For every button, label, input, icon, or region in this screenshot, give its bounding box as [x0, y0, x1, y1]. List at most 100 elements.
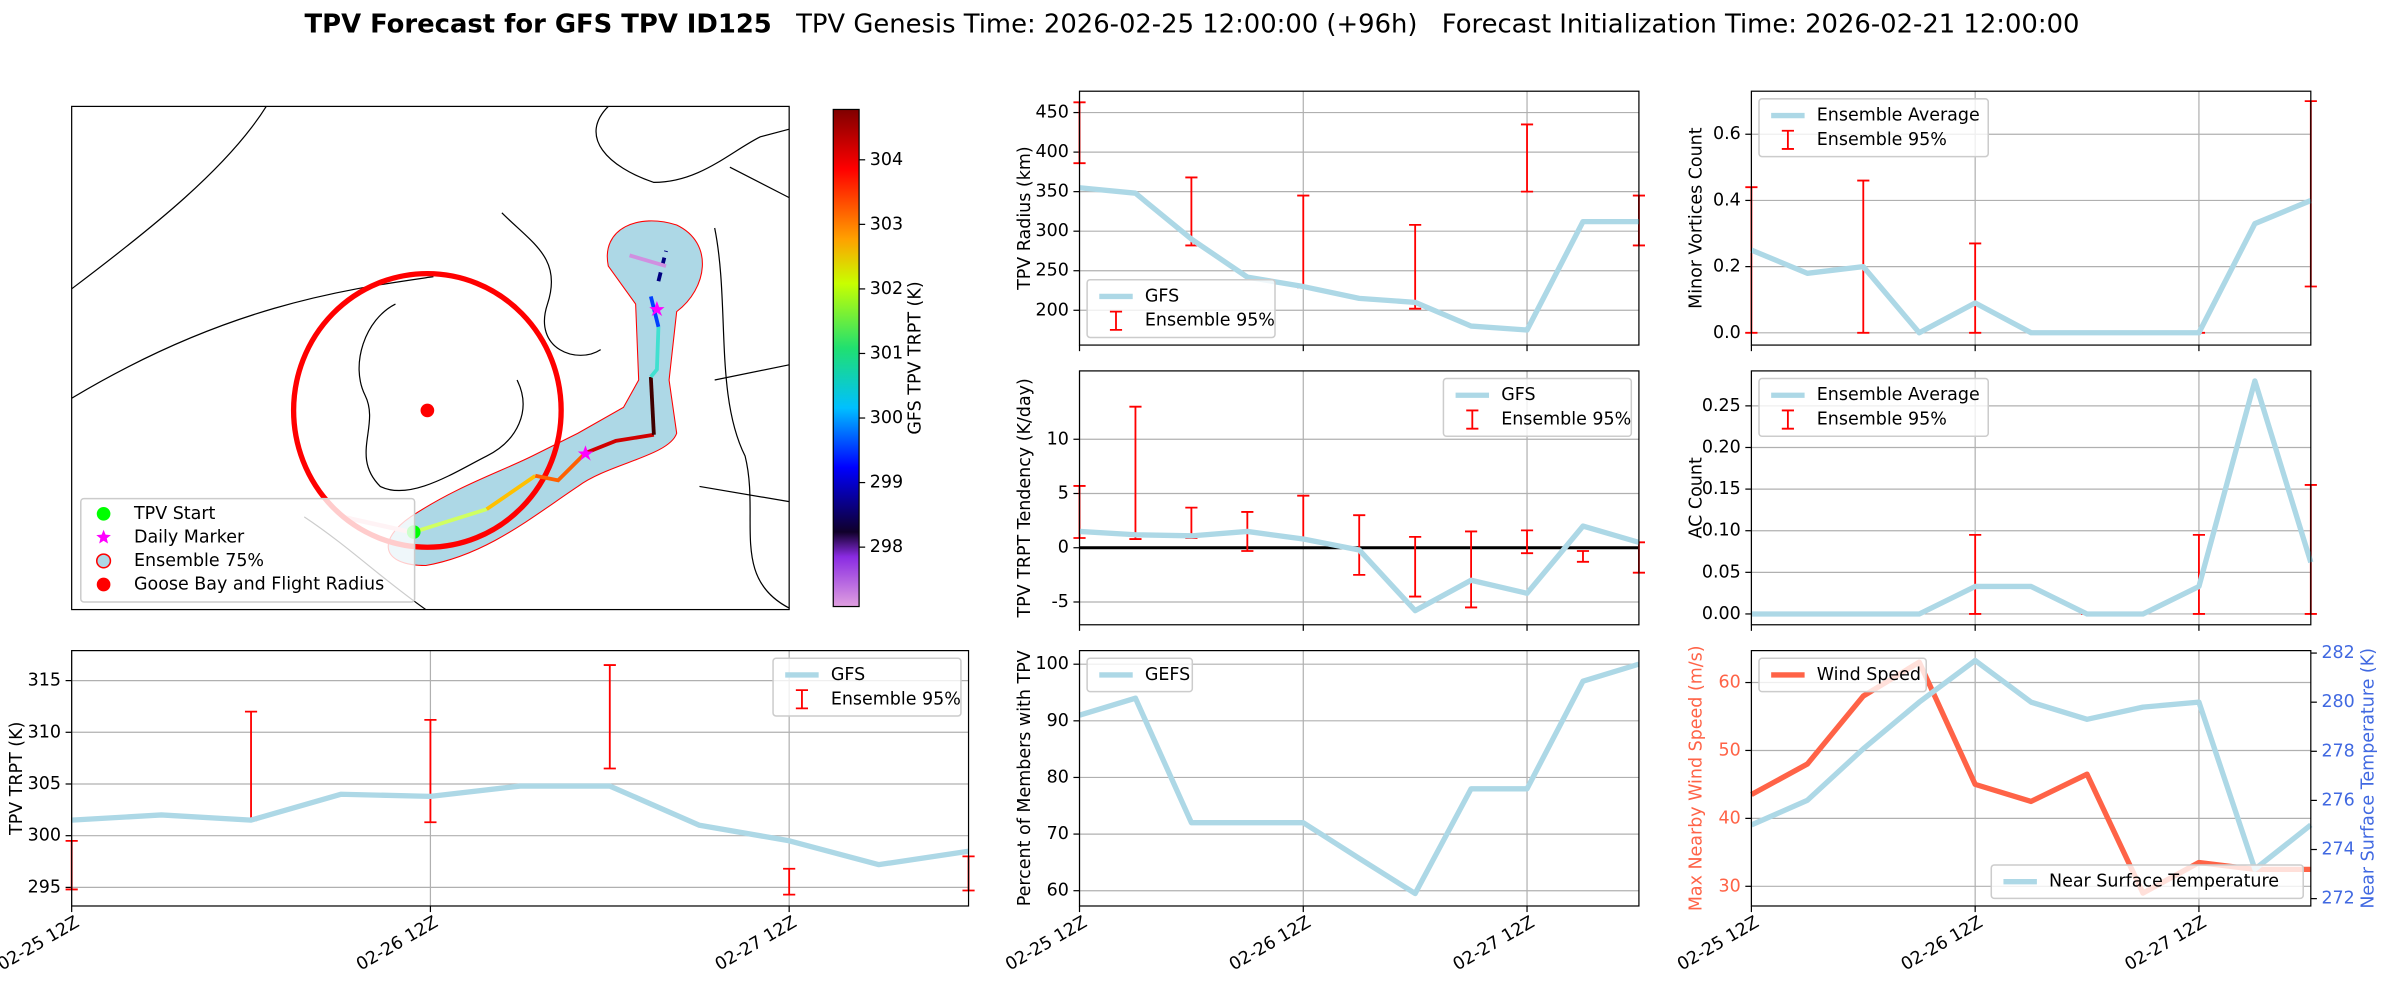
y-tick-label: 400 [1036, 142, 1069, 162]
x-tick-label: 02-27 12Z [712, 913, 800, 976]
legend: GFS Ensemble 95% [1086, 278, 1276, 339]
legend-label: GEFS [1145, 665, 1190, 685]
colorbar-tick-label: 302 [870, 279, 903, 299]
y2-tick-label: 278 [2321, 741, 2354, 761]
legend-label: Ensemble Average [1817, 106, 1980, 126]
y-tick-label: -5 [1051, 592, 1068, 612]
y2-tick-label: 272 [2321, 889, 2354, 909]
y-tick-label: 50 [1719, 740, 1741, 760]
legend-label: Ensemble 95% [1817, 130, 1947, 150]
error-bar [1520, 123, 1534, 193]
error-bar [1409, 223, 1422, 310]
border [71, 276, 434, 399]
error-bar [1857, 179, 1870, 334]
y-tick-label: 315 [28, 671, 61, 691]
legend-label: Ensemble 95% [1817, 410, 1947, 430]
x-tick-label: 02-26 12Z [1226, 913, 1314, 976]
y2-tick-label: 274 [2321, 840, 2354, 860]
y2-axis-label: Near Surface Temperature (K) [2359, 648, 2379, 909]
error-bar [1969, 533, 1982, 615]
map-frame [71, 105, 790, 611]
track-segment [485, 474, 537, 511]
legend-box [1990, 864, 2304, 900]
axes-frame [1078, 650, 1640, 907]
map-legend: TPV Start Daily Marker Ensemble 75% Goose B… [80, 497, 416, 603]
x-tick-label: 02-25 12Z [1674, 913, 1762, 976]
legend-label: Wind Speed [1817, 665, 1921, 685]
title-init: Forecast Initialization Time: 2026-02-21… [1442, 9, 2080, 39]
y-axis-label: Percent of Members with TPV [1015, 650, 1035, 906]
legend-errorbar [1466, 409, 1479, 430]
y-tick-label: 0.2 [1713, 257, 1741, 277]
y-tick-label: 0.20 [1702, 437, 1741, 457]
series-line [1750, 657, 2313, 872]
y-axis-label: Minor Vortices Count [1687, 127, 1707, 309]
legend-marker [96, 506, 111, 521]
y-axis-label: TPV Radius (km) [1015, 146, 1035, 291]
legend-box [1758, 377, 1990, 438]
legend-label: Ensemble 95% [831, 689, 961, 709]
y-tick-label: 0.10 [1702, 521, 1741, 541]
series-line [1079, 523, 1640, 614]
axes-frame [1750, 90, 2312, 346]
legend-box [772, 657, 962, 717]
y-axis-label: TPV TRPT Tendency (K/day) [1015, 378, 1035, 618]
colorbar-tick-label: 300 [870, 408, 903, 428]
series-line [1078, 661, 1640, 897]
colorbar-tick-label: 298 [870, 537, 903, 557]
y-tick-label: 30 [1719, 876, 1741, 896]
y-tick-label: 295 [28, 877, 61, 897]
colorbar-tick-label: 303 [870, 214, 903, 234]
legend-box [1086, 278, 1276, 339]
coast [358, 303, 524, 492]
track-segment [413, 507, 488, 534]
error-bar [1465, 530, 1478, 609]
error-bar [2192, 533, 2206, 615]
legend-label: Ensemble Average [1817, 385, 1980, 405]
y-tick-label: 5 [1058, 484, 1069, 504]
y2-tick-label: 282 [2321, 643, 2354, 663]
legend-box [1086, 657, 1194, 693]
legend-errorbar [795, 689, 809, 710]
y-tick-label: 0.6 [1713, 124, 1741, 144]
y-tick-label: 0.15 [1702, 479, 1741, 499]
axes-frame [71, 650, 970, 907]
coast [501, 212, 602, 356]
axes-frame [1078, 90, 1640, 346]
goose-bay [420, 403, 435, 418]
x-tick-label: 02-25 12Z [0, 913, 83, 976]
legend-box [1758, 98, 1990, 158]
track-segment [584, 432, 655, 455]
legend-label: Near Surface Temperature [2049, 872, 2279, 892]
y-tick-label: 0 [1058, 538, 1069, 558]
series-line [1751, 378, 2314, 617]
error-bar [603, 664, 616, 770]
legend-marker [96, 577, 111, 592]
track-segment [648, 376, 656, 435]
track-segment [649, 326, 661, 379]
figure-title: TPV Forecast for GFS TPV ID125 TPV Genesi… [305, 9, 2080, 39]
y-tick-label: 350 [1036, 182, 1069, 202]
error-bar [244, 710, 258, 822]
y-tick-label: 0.0 [1713, 323, 1741, 343]
y-tick-label: 0.25 [1702, 396, 1741, 416]
axes-frame [1750, 650, 2312, 907]
y-tick-label: 310 [28, 722, 61, 742]
legend-box [1442, 377, 1633, 438]
legend-label: GFS [1501, 385, 1535, 405]
legend: Ensemble Average Ensemble 95% [1758, 98, 1990, 158]
y-tick-label: 0.05 [1702, 562, 1741, 582]
track-segment [534, 451, 587, 483]
legend-marker [95, 553, 112, 569]
y-tick-label: 200 [1036, 300, 1069, 320]
legend-errorbar [1781, 409, 1794, 430]
error-bar [424, 718, 437, 824]
error-bar [1353, 514, 1366, 576]
series-line [1079, 185, 1639, 333]
y-tick-label: 100 [1036, 654, 1069, 674]
y-tick-label: 0.00 [1702, 604, 1741, 624]
colorbar-tick-label: 301 [870, 343, 903, 363]
series-line [71, 783, 969, 868]
y-tick-label: 90 [1047, 711, 1069, 731]
